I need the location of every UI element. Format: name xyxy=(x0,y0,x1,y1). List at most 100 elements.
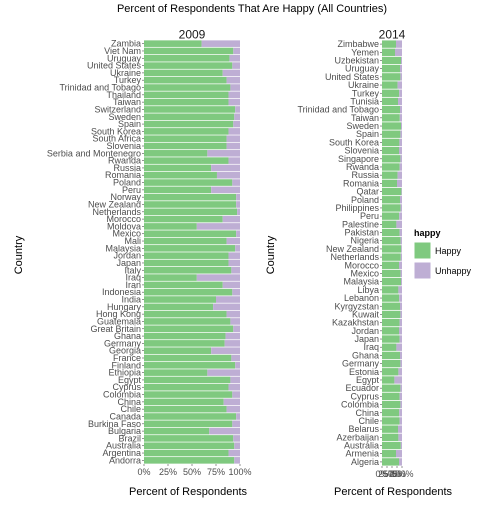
y-tick-2009-morocco: Morocco xyxy=(106,214,141,224)
bar-happy-2014-algeria xyxy=(382,458,399,466)
y-tick-2014-romania: Romania xyxy=(343,178,379,188)
bar-unhappy-2009-argentina xyxy=(228,449,240,457)
y-tick-2014-zimbabwe: Zimbabwe xyxy=(337,39,379,49)
y-tick-2014-trinidad-and-tobago: Trinidad and Tobago xyxy=(297,105,379,115)
bar-happy-2009-burkina-faso xyxy=(144,420,233,428)
y-tick-2014-kyrgyzstan: Kyrgyzstan xyxy=(334,301,379,311)
bar-unhappy-2009-new-zealand xyxy=(236,201,240,208)
bar-happy-2014-ecuador xyxy=(382,384,401,392)
bar-happy-2009-argentina xyxy=(144,449,229,457)
bar-unhappy-2009-japan xyxy=(228,259,240,267)
bar-happy-2009-romania xyxy=(144,171,217,179)
y-tick-2014-united-states: United States xyxy=(325,72,380,82)
y-tick-2009-poland: Poland xyxy=(113,178,141,188)
bar-unhappy-2009-iran xyxy=(222,281,240,289)
y-tick-2014-china: China xyxy=(355,408,379,418)
bar-happy-2009-iraq xyxy=(144,274,197,281)
bar-unhappy-2009-rwanda xyxy=(228,157,240,164)
bar-unhappy-2014-tunisia xyxy=(398,97,402,106)
bar-unhappy-2009-indonesia xyxy=(232,288,240,296)
bar-unhappy-2009-south-korea xyxy=(228,128,240,135)
y-tick-2009-serbia-and-montenegro: Serbia and Montenegro xyxy=(47,148,141,158)
bar-happy-2009-trinidad-and-tobago xyxy=(144,84,231,91)
bar-unhappy-2014-libya xyxy=(398,286,402,294)
bar-happy-2014-morocco xyxy=(382,261,399,269)
x-tick-2014-4: 100% xyxy=(390,469,413,479)
y-tick-2014-turkey: Turkey xyxy=(352,88,380,98)
y-tick-2014-peru: Peru xyxy=(360,211,379,221)
panel-2014: 2014ZimbabweYemenUzbekistanUruguayUnited… xyxy=(297,28,413,480)
y-tick-2009-trinidad-and-tobago: Trinidad and Tobago xyxy=(59,83,141,93)
y-tick-2009-spain: Spain xyxy=(118,119,141,129)
bar-unhappy-2014-taiwan xyxy=(399,114,402,122)
bar-unhappy-2009-moldova xyxy=(196,223,240,230)
bar-unhappy-2014-netherlands xyxy=(400,253,402,261)
bar-unhappy-2014-spain xyxy=(400,130,402,138)
bar-unhappy-2009-thailand xyxy=(228,91,240,99)
bar-happy-2014-russia xyxy=(382,171,398,179)
y-tick-2009-andorra: Andorra xyxy=(109,455,141,465)
bar-happy-2014-yemen xyxy=(382,48,395,56)
bar-happy-2009-canada xyxy=(144,413,237,420)
x-tick-2014-2: 50% xyxy=(383,469,401,479)
bar-unhappy-2014-zimbabwe xyxy=(396,40,402,48)
bar-unhappy-2014-cyprus xyxy=(399,392,402,401)
bar-unhappy-2009-burkina-faso xyxy=(232,420,240,428)
bar-happy-2009-france xyxy=(144,354,232,362)
y-axis-title-2009: Country xyxy=(13,235,25,274)
bar-unhappy-2014-peru xyxy=(399,212,402,220)
bar-unhappy-2009-brazil xyxy=(233,435,240,442)
x-tick-2009-0: 0% xyxy=(137,467,150,477)
bar-happy-2014-libya xyxy=(382,286,399,294)
bar-unhappy-2009-colombia xyxy=(232,391,240,398)
bar-unhappy-2009-india xyxy=(216,296,240,303)
bar-happy-2009-indonesia xyxy=(144,288,233,296)
bar-happy-2009-morocco xyxy=(144,215,223,223)
bar-unhappy-2009-romania xyxy=(216,171,240,179)
bar-happy-2009-hungary xyxy=(144,303,214,311)
bar-unhappy-2014-uzbekistan xyxy=(401,56,402,65)
bar-unhappy-2009-iraq xyxy=(196,274,240,281)
y-tick-2014-ghana: Ghana xyxy=(352,350,379,360)
bar-unhappy-2009-hungary xyxy=(213,303,240,311)
bar-unhappy-2009-spain xyxy=(233,120,240,128)
bar-unhappy-2014-estonia xyxy=(398,368,402,376)
bar-happy-2009-brazil xyxy=(144,435,234,442)
bar-happy-2014-south-korea xyxy=(382,138,400,147)
bar-unhappy-2014-chile xyxy=(399,417,402,425)
bar-unhappy-2009-united-states xyxy=(232,62,240,69)
y-tick-2009-canada: Canada xyxy=(109,411,141,421)
y-tick-2009-mali: Mali xyxy=(124,236,141,246)
bar-happy-2009-india xyxy=(144,296,216,303)
y-tick-2009-norway: Norway xyxy=(110,192,141,202)
y-tick-2014-kazakhstan: Kazakhstan xyxy=(332,318,379,328)
bar-unhappy-2014-united-states xyxy=(400,73,402,81)
bar-happy-2014-philippines xyxy=(382,204,401,212)
bar-happy-2009-ukraine xyxy=(144,69,223,77)
bar-happy-2014-qatar xyxy=(382,187,402,196)
bar-happy-2009-poland xyxy=(144,179,233,186)
y-tick-2009-zambia: Zambia xyxy=(111,39,141,49)
y-tick-2009-finland: Finland xyxy=(111,360,141,370)
x-tick-2014-1: 25% xyxy=(378,469,396,479)
bar-unhappy-2014-ecuador xyxy=(400,384,402,392)
y-tick-2009-japan: Japan xyxy=(116,258,141,268)
bar-happy-2014-japan xyxy=(382,335,400,343)
y-tick-2009-malaysia: Malaysia xyxy=(105,243,141,253)
bar-unhappy-2009-uruguay xyxy=(229,54,240,62)
bar-happy-2009-china xyxy=(144,398,224,406)
y-tick-2014-uruguay: Uruguay xyxy=(345,64,380,74)
bar-unhappy-2009-mali xyxy=(226,237,240,245)
y-tick-2014-morocco: Morocco xyxy=(344,260,379,270)
bar-happy-2009-netherlands xyxy=(144,208,238,216)
y-tick-2014-cyprus: Cyprus xyxy=(350,391,379,401)
y-tick-2009-uruguay: Uruguay xyxy=(107,53,142,63)
bar-happy-2014-jordan xyxy=(382,327,399,335)
bar-happy-2009-colombia xyxy=(144,391,233,398)
chart-title: Percent of Respondents That Are Happy (A… xyxy=(117,3,387,15)
bar-happy-2014-colombia xyxy=(382,400,401,409)
bar-happy-2009-slovenia xyxy=(144,142,227,150)
bar-unhappy-2009-ethiopia xyxy=(207,369,240,376)
